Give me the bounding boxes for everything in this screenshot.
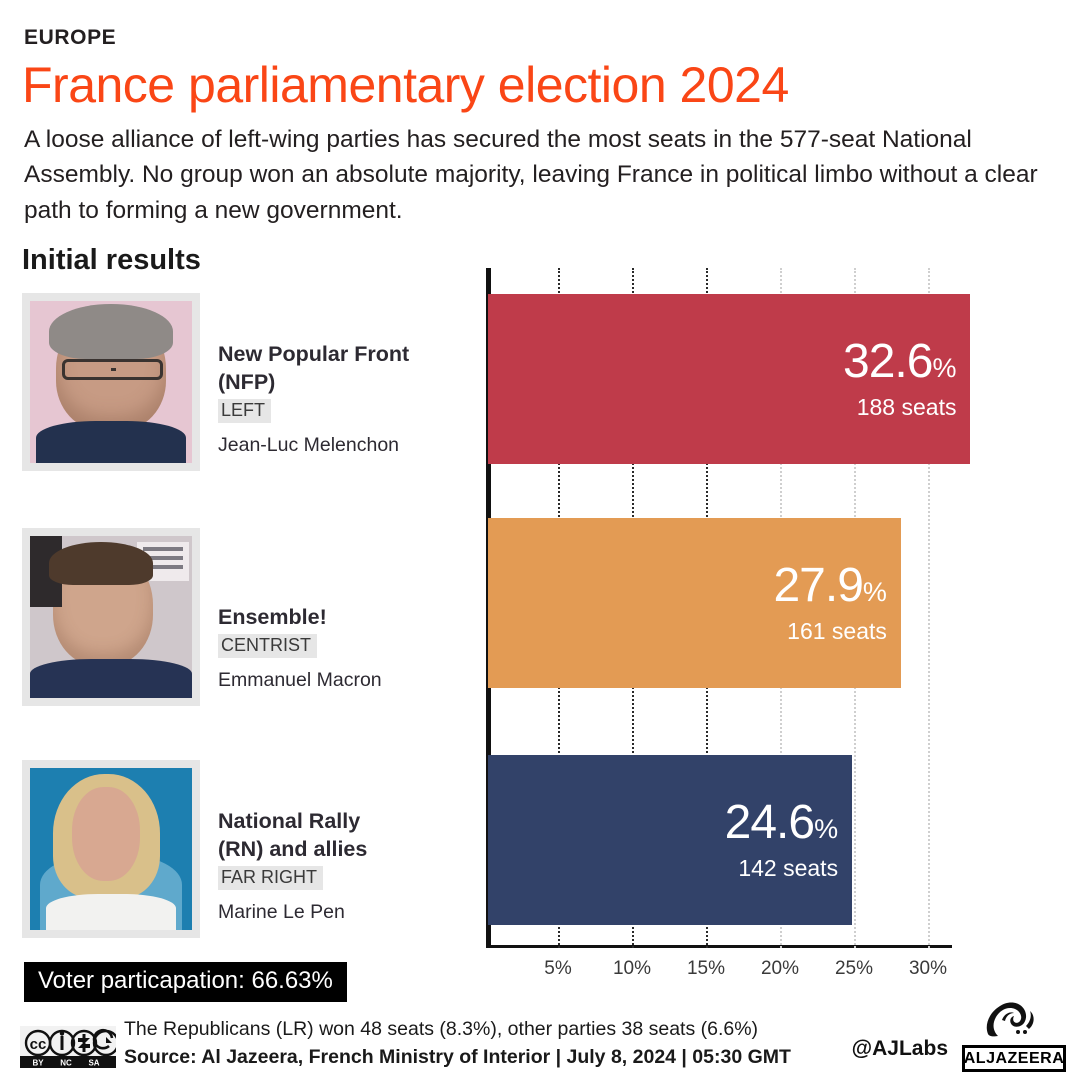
- avatar: [22, 760, 200, 938]
- party-meta: New Popular Front (NFP) LEFT Jean-Luc Me…: [218, 293, 472, 471]
- social-handle: @AJLabs: [851, 1037, 948, 1060]
- party-lean-badge: LEFT: [218, 399, 272, 423]
- hair-shape: [49, 304, 173, 360]
- bar-value-unit: %: [862, 576, 887, 607]
- section-title: Initial results: [22, 244, 201, 276]
- creative-commons-icon: cc BY NC SA: [20, 1026, 120, 1068]
- party-lean-badge: CENTRIST: [218, 634, 317, 658]
- bar-value-label: 32.6%: [843, 334, 957, 388]
- bar-value-number: 27.9: [773, 558, 863, 612]
- face-shape: [72, 787, 141, 882]
- x-tick-label: 10%: [612, 958, 652, 979]
- hair-shape: [49, 542, 154, 585]
- bar-rn: 24.6% 142 seats: [488, 755, 853, 925]
- bar-value-unit: %: [814, 813, 839, 844]
- party-meta: Ensemble! CENTRIST Emmanuel Macron: [218, 528, 472, 706]
- kicker-label: EUROPE: [24, 26, 117, 49]
- bar-seats-label: 161 seats: [787, 617, 887, 644]
- svg-text:BY: BY: [32, 1059, 44, 1068]
- bar-nfp: 32.6% 188 seats: [488, 294, 971, 464]
- gridline-30: [928, 268, 930, 948]
- party-meta: National Rally (RN) and allies FAR RIGHT…: [218, 760, 472, 938]
- party-leader: Marine Le Pen: [218, 901, 345, 923]
- svg-text:cc: cc: [30, 1036, 47, 1053]
- party-leader: Emmanuel Macron: [218, 669, 382, 691]
- x-tick-label: 25%: [834, 958, 874, 979]
- x-tick-label: 20%: [760, 958, 800, 979]
- party-name: Ensemble!: [218, 605, 327, 630]
- x-axis-line: [486, 945, 952, 948]
- svg-text:SA: SA: [88, 1059, 99, 1068]
- glasses-icon: [62, 359, 163, 381]
- bar-ensemble: 27.9% 161 seats: [488, 518, 901, 688]
- x-tick-label: 15%: [686, 958, 726, 979]
- avatar: [22, 528, 200, 706]
- x-tick-label: 30%: [908, 958, 948, 979]
- turnout-badge: Voter particapation: 66.63%: [24, 962, 347, 1002]
- portrait-melenchon: [30, 301, 192, 463]
- footnote-source: Source: Al Jazeera, French Ministry of I…: [124, 1045, 791, 1068]
- party-name: National Rally (RN) and allies: [218, 809, 368, 862]
- bar-value-unit: %: [932, 352, 957, 383]
- bar-chart: 5% 10% 15% 20% 25% 30% 32.6% 188 seats 2…: [480, 268, 980, 979]
- party-row: Ensemble! CENTRIST Emmanuel Macron: [22, 528, 472, 708]
- footnote: The Republicans (LR) won 48 seats (8.3%)…: [124, 1016, 791, 1071]
- bar-value-label: 27.9%: [773, 558, 887, 612]
- page-title: France parliamentary election 2024: [22, 57, 789, 113]
- party-row: National Rally (RN) and allies FAR RIGHT…: [22, 760, 472, 940]
- aljazeera-logo: ALJAZEERA: [952, 996, 1068, 1074]
- bar-seats-label: 142 seats: [738, 854, 839, 881]
- party-lean-badge: FAR RIGHT: [218, 866, 324, 890]
- party-leader: Jean-Luc Melenchon: [218, 434, 400, 456]
- bar-value-label: 24.6%: [724, 795, 839, 849]
- bar-value-number: 32.6: [843, 334, 933, 388]
- portrait-macron: [30, 536, 192, 698]
- party-name: New Popular Front (NFP): [218, 342, 410, 395]
- aljazeera-wordmark: ALJAZEERA: [962, 1045, 1066, 1072]
- jacket-shape: [46, 894, 176, 930]
- party-row: New Popular Front (NFP) LEFT Jean-Luc Me…: [22, 293, 472, 473]
- portrait-lepen: [30, 768, 192, 930]
- aljazeera-calligraphy-icon: [986, 1002, 1034, 1037]
- bar-value-number: 24.6: [724, 795, 815, 849]
- avatar: [22, 293, 200, 471]
- bar-seats-label: 188 seats: [856, 393, 957, 420]
- svg-text:NC: NC: [60, 1059, 72, 1068]
- x-tick-label: 5%: [544, 958, 572, 979]
- standfirst-text: A loose alliance of left-wing parties ha…: [24, 126, 1038, 224]
- footnote-note: The Republicans (LR) won 48 seats (8.3%)…: [124, 1018, 759, 1040]
